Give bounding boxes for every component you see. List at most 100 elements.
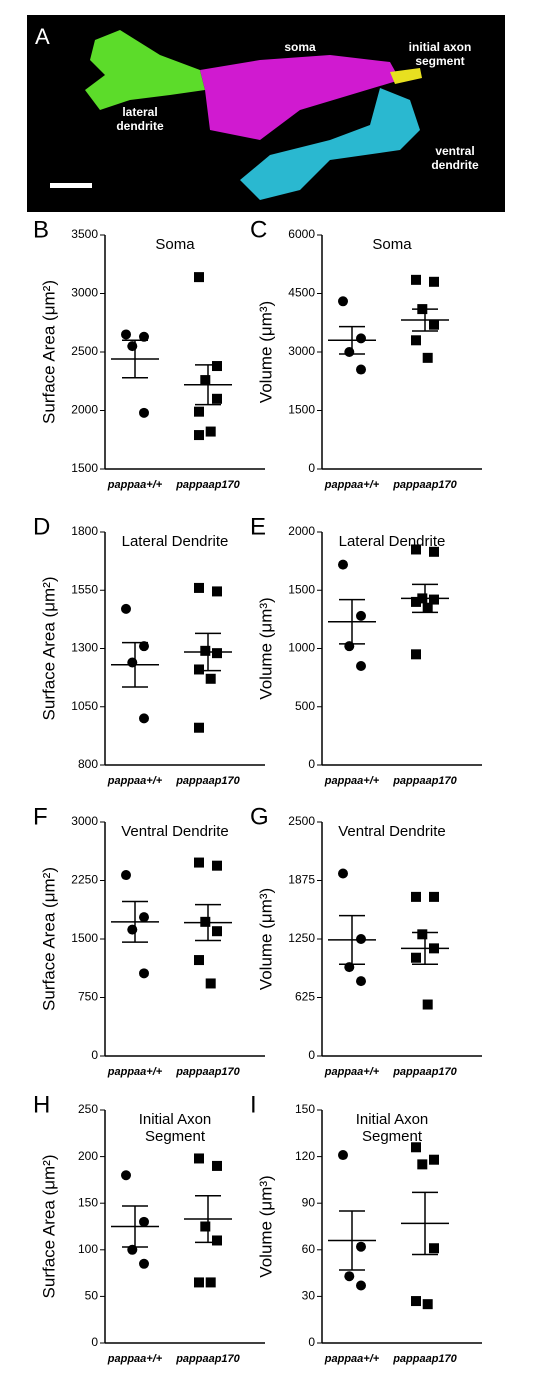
data-point	[338, 559, 348, 570]
data-point	[200, 375, 211, 386]
image-label: segment	[415, 54, 464, 68]
y-tick-label: 4500	[288, 286, 315, 300]
y-tick-label: 800	[78, 757, 98, 771]
data-point	[356, 934, 366, 944]
image-label: lateral	[122, 105, 157, 119]
ventral-dendrite-shape	[240, 88, 420, 200]
data-point	[194, 857, 204, 868]
data-point	[411, 1142, 421, 1153]
data-point	[356, 333, 366, 344]
data-point	[121, 1170, 131, 1181]
data-point	[411, 952, 421, 963]
y-axis-label: Surface Area (μm²)	[39, 1155, 58, 1299]
x-tick-label: pappaap170	[392, 775, 457, 787]
data-point	[121, 870, 131, 881]
panel-letter: F	[33, 803, 48, 830]
data-point	[356, 976, 366, 987]
data-point	[429, 276, 439, 287]
data-point	[212, 1235, 222, 1246]
data-point	[356, 1280, 366, 1291]
y-tick-label: 1500	[71, 461, 98, 475]
dot-plot: 0 625 1250 1875 2500 G Ventral Dendrite Volume …	[250, 803, 482, 1078]
panel-letter: A	[35, 24, 50, 49]
image-label: soma	[284, 40, 316, 54]
data-point	[422, 602, 433, 613]
panel-letter: B	[33, 216, 49, 243]
x-tick-label: pappaap170	[175, 1066, 240, 1078]
x-tick-label: pappaap170	[175, 1353, 240, 1365]
data-point	[344, 347, 355, 357]
y-tick-label: 0	[91, 1335, 98, 1349]
data-point	[356, 1241, 366, 1252]
y-tick-label: 90	[302, 1195, 316, 1209]
y-axis-label: Volume (μm³)	[256, 888, 275, 990]
y-tick-label: 6000	[288, 227, 315, 241]
y-tick-label: 30	[302, 1289, 316, 1303]
data-point	[411, 891, 421, 902]
data-point	[212, 926, 222, 937]
x-tick-label: pappaa+/+	[107, 1066, 163, 1078]
data-point	[411, 335, 421, 346]
axon-shape	[390, 68, 422, 84]
y-tick-label: 1500	[288, 403, 315, 417]
x-tick-label: pappaa+/+	[107, 775, 163, 787]
y-tick-label: 1000	[288, 641, 315, 655]
y-tick-label: 1800	[71, 524, 98, 538]
chart-title: Soma	[155, 236, 195, 253]
y-axis-label: Surface Area (μm²)	[39, 280, 58, 424]
y-tick-label: 3000	[288, 344, 315, 358]
image-label: ventral	[435, 144, 474, 158]
dot-plot: 0 1500 3000 4500 6000 C Soma Volume (μm³) pappaa…	[250, 216, 482, 491]
data-point	[127, 924, 138, 935]
y-tick-label: 200	[78, 1149, 98, 1163]
y-tick-label: 2500	[71, 344, 98, 358]
data-point	[417, 929, 428, 940]
y-tick-label: 0	[308, 1335, 315, 1349]
data-point	[356, 610, 366, 621]
image-label: dendrite	[431, 158, 479, 172]
chart-title: Ventral Dendrite	[121, 823, 229, 840]
lateral-dendrite-shape	[85, 30, 205, 110]
data-point	[205, 978, 216, 989]
data-point	[121, 603, 131, 614]
data-point	[139, 331, 149, 342]
data-point	[194, 272, 204, 283]
data-point	[139, 1216, 149, 1227]
data-point	[422, 352, 433, 363]
y-tick-label: 60	[302, 1242, 316, 1256]
y-tick-label: 1050	[71, 699, 98, 713]
y-tick-label: 120	[295, 1149, 315, 1163]
data-point	[194, 664, 204, 675]
data-point	[194, 955, 204, 966]
y-tick-label: 150	[295, 1102, 315, 1116]
dot-plot: 1500 2000 2500 3000 3500 B Soma Surface Area (μ…	[33, 216, 265, 491]
panel-letter: H	[33, 1091, 50, 1118]
data-point	[338, 868, 348, 879]
y-tick-label: 50	[85, 1289, 99, 1303]
data-point	[139, 407, 149, 418]
x-tick-label: pappaa+/+	[324, 775, 380, 787]
data-point	[194, 406, 204, 417]
y-tick-label: 750	[78, 990, 98, 1004]
data-point	[212, 1160, 222, 1171]
data-point	[411, 596, 421, 607]
data-point	[429, 546, 439, 557]
data-point	[139, 968, 149, 979]
data-point	[194, 1277, 204, 1288]
data-point	[200, 916, 211, 927]
data-point	[338, 296, 348, 307]
y-tick-label: 2000	[71, 403, 98, 417]
y-tick-label: 250	[78, 1102, 98, 1116]
data-point	[429, 1154, 439, 1165]
panel-a-image: A soma initial axon segment lateral dend…	[27, 15, 505, 212]
data-point	[127, 341, 138, 352]
x-tick-label: pappaap170	[392, 1066, 457, 1078]
y-tick-label: 3000	[71, 286, 98, 300]
chart-title: Initial Axon	[356, 1111, 429, 1128]
y-axis-label: Volume (μm³)	[256, 1175, 275, 1277]
data-point	[411, 544, 421, 555]
data-point	[422, 999, 433, 1010]
data-point	[205, 426, 216, 437]
x-tick-label: pappaa+/+	[324, 1353, 380, 1365]
